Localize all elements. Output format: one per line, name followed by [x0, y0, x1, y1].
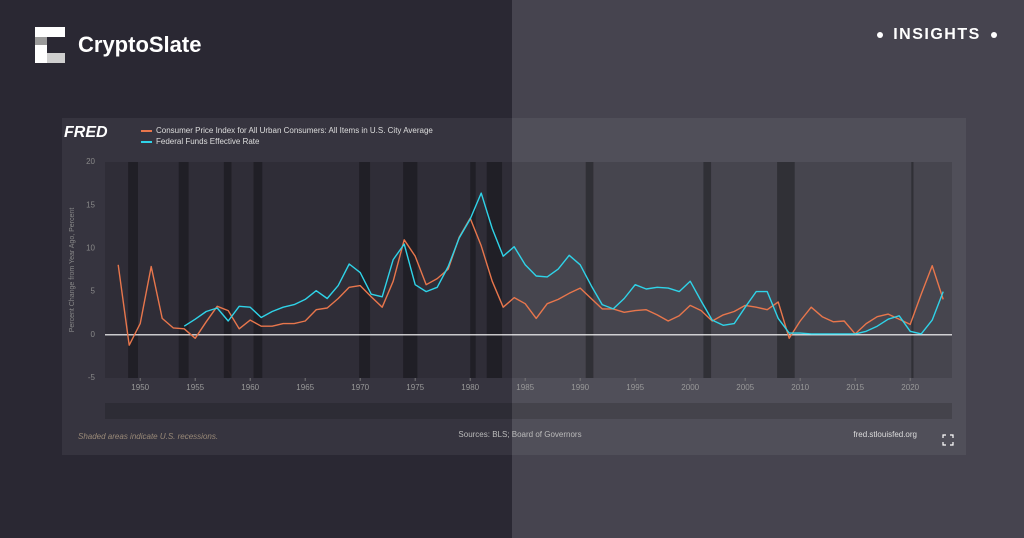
y-tick-label: 5: [91, 287, 96, 296]
x-tick-label: 2005: [736, 383, 754, 392]
y-axis-label: Percent Change from Year Ago, Percent: [69, 208, 76, 333]
site: fred.stlouisfed.org: [853, 430, 917, 439]
recession: [178, 162, 189, 378]
tag: INSIGHTS: [893, 26, 981, 43]
x-tick-label: 1980: [461, 383, 479, 392]
recession: [585, 162, 594, 378]
chart-panel: [62, 118, 966, 455]
series-line: [117, 217, 944, 346]
x-tick-label: 2000: [681, 383, 699, 392]
brand: CryptoSlate: [78, 32, 201, 57]
recession: [253, 162, 263, 378]
recession: [777, 162, 795, 378]
recession: [911, 162, 914, 378]
recession: [470, 162, 476, 378]
x-tick-label: 1965: [296, 383, 314, 392]
navigator: [105, 403, 952, 419]
x-tick-label: 1955: [186, 383, 204, 392]
x-tick-label: 1960: [241, 383, 259, 392]
x-tick-label: 2010: [791, 383, 809, 392]
x-tick-label: 2015: [846, 383, 864, 392]
x-tick-label: 1990: [571, 383, 589, 392]
footnote: Shaded areas indicate U.S. recessions.: [78, 432, 218, 441]
recession: [223, 162, 232, 378]
plot-area: [105, 162, 952, 378]
x-tick-label: 1975: [406, 383, 424, 392]
x-tick-label: 1970: [351, 383, 369, 392]
recession: [128, 162, 138, 378]
y-tick-label: 10: [86, 244, 95, 253]
legend-label: Federal Funds Effective Rate: [156, 137, 260, 146]
bg-right: [512, 0, 1024, 538]
y-tick-label: 0: [91, 330, 96, 339]
fullscreen-icon[interactable]: [942, 434, 954, 446]
y-tick-label: -5: [88, 373, 96, 382]
logo-icon: [35, 27, 65, 63]
x-tick-label: 1950: [131, 383, 149, 392]
sources: Sources: BLS; Board of Governors: [458, 430, 581, 439]
recession: [403, 162, 418, 378]
recession: [359, 162, 371, 378]
x-tick-label: 1995: [626, 383, 644, 392]
x-tick-label: 1985: [516, 383, 534, 392]
dot: [991, 32, 997, 38]
bg-left: [0, 0, 512, 538]
y-tick-label: 15: [86, 200, 95, 209]
series-line: [183, 192, 944, 335]
recession: [703, 162, 712, 378]
y-tick-label: 20: [86, 157, 95, 166]
x-tick-label: 2020: [901, 383, 919, 392]
recession: [486, 162, 503, 378]
fred-logo: FRED: [64, 124, 108, 141]
legend-label: Consumer Price Index for All Urban Consu…: [156, 126, 433, 135]
dot: [877, 32, 883, 38]
